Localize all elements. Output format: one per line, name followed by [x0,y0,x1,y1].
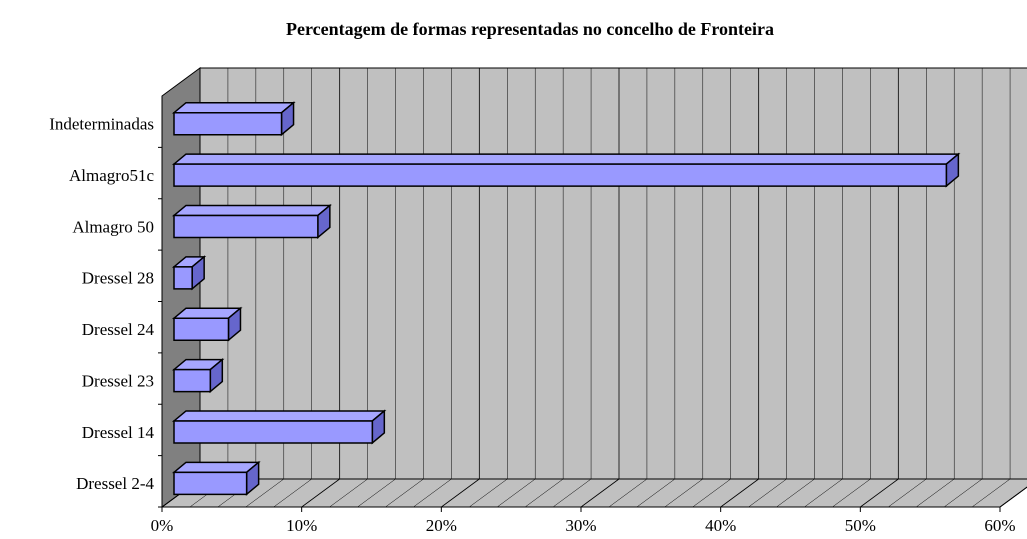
y-tick-label: Dressel 24 [82,320,155,339]
bar [171,255,207,291]
bar-top [171,461,261,474]
x-tick-label: 50% [845,516,876,535]
floor-minor-grid-line [664,478,703,508]
chart-title: Percentagem de formas representadas no c… [286,19,774,39]
bar-front [173,420,374,444]
floor-minor-grid-line [832,478,871,508]
bar-top [171,204,332,217]
bar-front [173,317,230,341]
bar [171,203,332,240]
y-tick-label: Dressel 23 [82,371,154,390]
floor [160,478,1027,508]
floor-minor-grid-line [804,478,843,508]
floor-grid-line [860,478,899,508]
floor-minor-grid-line [608,478,648,508]
y-tick-label: Dressel 14 [82,423,155,442]
floor-minor-grid-line [692,478,731,508]
floor-minor-grid-line [776,478,815,508]
floor-minor-grid-line [916,478,955,508]
floor-minor-grid-line [636,478,676,508]
floor-minor-grid-line [273,478,312,508]
bar-front [173,368,212,393]
bar [171,152,961,188]
bar [171,101,296,137]
floor-minor-grid-line [971,478,1011,508]
x-tick-label: 10% [286,516,317,535]
floor-minor-grid-line [748,478,787,508]
floor-minor-grid-line [524,478,564,508]
bar-front [173,214,319,239]
floor-minor-grid-line [413,478,452,508]
floor-minor-grid-line [357,478,396,508]
bar-front [173,111,283,136]
x-tick-label: 0% [151,516,174,535]
floor-minor-grid-line [888,478,927,508]
floor-grid-line [301,478,340,508]
floor-grid-line [999,486,1027,508]
x-tick-label: 60% [984,516,1015,535]
floor-grid-line [580,478,620,508]
bar-front [173,163,948,187]
floor-minor-grid-line [943,478,983,508]
floor-minor-grid-line [329,478,368,508]
floor-minor-grid-line [245,478,284,508]
y-tick-label: Indeterminadas [49,115,154,134]
bar [171,306,243,342]
bar [171,460,261,496]
bar-top [171,410,387,422]
y-tick-label: Almagro51c [69,166,154,185]
y-tick-label: Almagro 50 [72,217,154,236]
y-tick-label: Dressel 2-4 [76,474,154,493]
bar-front [173,266,193,290]
floor-minor-grid-line [385,478,424,508]
x-tick-label: 40% [705,516,736,535]
bar-top [171,101,296,114]
bar [171,409,387,445]
x-tick-label: 30% [565,516,596,535]
floor-minor-grid-line [552,478,592,508]
bar-top [171,153,961,165]
floor-grid-line [441,478,480,508]
bar-front [173,471,248,496]
x-tick-label: 20% [426,516,457,535]
y-tick-label: Dressel 28 [82,269,154,288]
floor-minor-grid-line [469,478,508,508]
floor-grid-line [720,478,759,508]
bar [171,357,225,394]
floor-minor-grid-line [497,478,536,508]
